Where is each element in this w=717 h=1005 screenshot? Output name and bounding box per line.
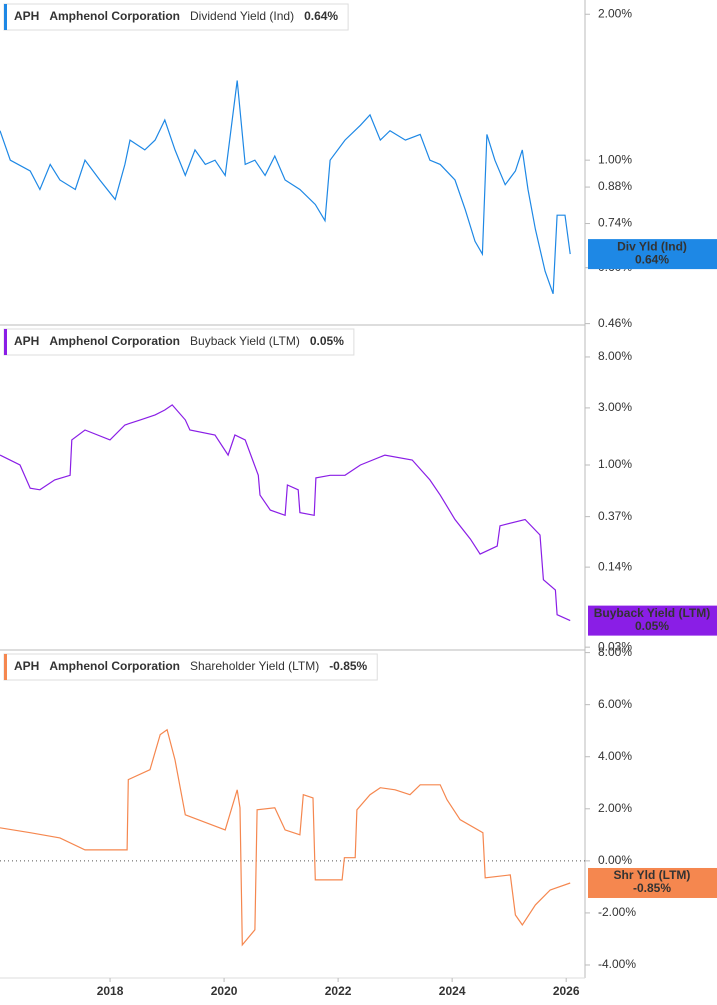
value-tag-value: 0.64% — [635, 252, 669, 266]
legend-text: Buyback Yield (LTM) — [190, 334, 300, 348]
legend: APH Amphenol Corporation Dividend Yield (I… — [3, 3, 349, 31]
series-line — [0, 728, 571, 947]
series-line — [0, 404, 571, 622]
legend-text: APH — [14, 659, 39, 673]
legend-text: Amphenol Corporation — [49, 659, 180, 673]
value-tag-box — [588, 867, 717, 898]
y-tick-label: 4.00% — [598, 749, 632, 763]
legend-swatch — [4, 4, 7, 30]
y-tick-label: 0.46% — [598, 316, 632, 330]
y-tick-label: 0.00% — [598, 853, 632, 867]
legend: APH Amphenol Corporation Shareholder Yield… — [3, 653, 378, 681]
legend-box — [3, 328, 355, 356]
x-tick-label: 2026 — [553, 984, 580, 998]
value-tag-name: Div Yld (Ind) — [617, 239, 687, 253]
legend-text: Shareholder Yield (LTM) — [190, 659, 319, 673]
y-tick-label: 1.00% — [598, 457, 632, 471]
y-tick-label: 2.00% — [598, 6, 632, 20]
value-tag: Shr Yld (LTM)-0.85% — [588, 867, 717, 898]
x-tick-label: 2024 — [439, 984, 466, 998]
y-tick-label: -4.00% — [598, 957, 636, 971]
value-tag-name: Buyback Yield (LTM) — [594, 606, 710, 620]
value-tag-value: 0.05% — [635, 619, 669, 633]
legend-swatch — [4, 329, 7, 355]
y-tick-label: 8.00% — [598, 645, 632, 659]
value-tag: Div Yld (Ind)0.64% — [588, 239, 717, 270]
y-tick-label: 1.00% — [598, 152, 632, 166]
y-tick-label: -2.00% — [598, 905, 636, 919]
legend-box — [3, 3, 349, 31]
legend-swatch — [4, 654, 7, 680]
series-line — [0, 80, 571, 295]
legend-text: Amphenol Corporation — [49, 9, 180, 23]
y-tick-label: 0.14% — [598, 559, 632, 573]
legend: APH Amphenol Corporation Buyback Yield (LT… — [3, 328, 355, 356]
y-tick-label: 0.03% — [598, 639, 632, 653]
value-tag-box — [588, 239, 717, 270]
y-tick-label: 0.74% — [598, 216, 632, 230]
y-tick-label: 2.00% — [598, 801, 632, 815]
legend-text: APH — [14, 334, 39, 348]
legend-text: Amphenol Corporation — [49, 334, 180, 348]
x-tick-label: 2018 — [97, 984, 124, 998]
x-tick-label: 2022 — [325, 984, 352, 998]
value-tag: Buyback Yield (LTM)0.05% — [588, 605, 717, 636]
y-tick-label: 0.88% — [598, 179, 632, 193]
y-tick-label: 8.00% — [598, 349, 632, 363]
y-tick-label: 3.00% — [598, 400, 632, 414]
y-tick-label: 6.00% — [598, 697, 632, 711]
value-tag-value: -0.85% — [633, 881, 671, 895]
y-tick-label: 0.37% — [598, 509, 632, 523]
x-tick-label: 2020 — [211, 984, 238, 998]
legend-text: 0.05% — [310, 334, 344, 348]
value-tag-name: Shr Yld (LTM) — [614, 868, 691, 882]
legend-text: Dividend Yield (Ind) — [190, 9, 294, 23]
legend-text: APH — [14, 9, 39, 23]
value-tag-box — [588, 605, 717, 636]
legend-text: -0.85% — [329, 659, 367, 673]
legend-text: 0.64% — [304, 9, 338, 23]
